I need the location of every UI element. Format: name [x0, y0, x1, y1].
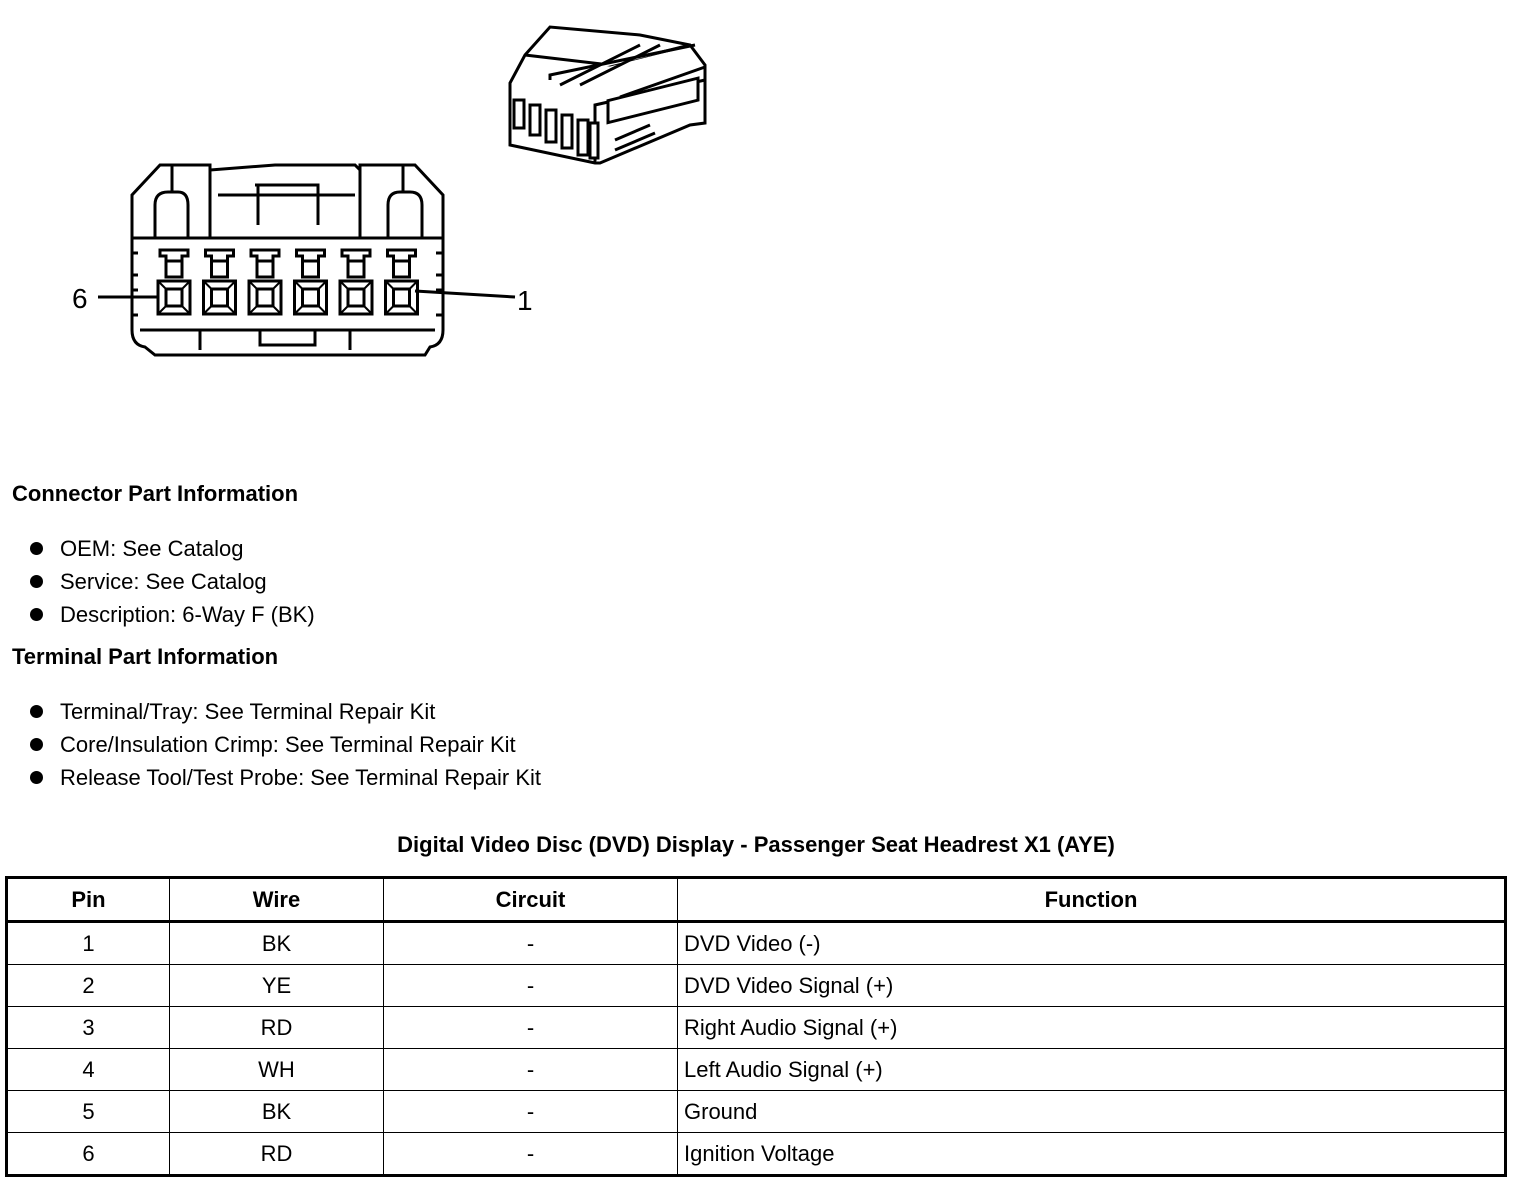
list-item-text: Description: 6-Way F (BK)	[60, 602, 315, 627]
cell-circuit: -	[383, 921, 678, 965]
pin-cavity-3	[293, 248, 328, 316]
pin-cavity-2	[338, 248, 374, 316]
list-item-text: Release Tool/Test Probe: See Terminal Re…	[60, 765, 541, 790]
cell-wire: YE	[169, 964, 384, 1007]
pinout-table: Pin Wire Circuit Function 1 BK - DVD Video …	[5, 876, 1507, 1177]
table-title: Digital Video Disc (DVD) Display - Passe…	[397, 832, 1115, 857]
table-row: 2 YE - DVD Video Signal (+)	[6, 964, 1506, 1007]
cell-function: DVD Video Signal (+)	[677, 964, 1506, 1007]
cell-pin: 6	[6, 1132, 170, 1176]
connector-isometric-drawing	[508, 25, 707, 165]
cell-circuit: -	[383, 1048, 678, 1091]
cell-pin: 3	[6, 1006, 170, 1049]
cell-wire: BK	[169, 921, 384, 965]
header-wire: Wire	[169, 877, 384, 923]
pin-label-1: 1	[517, 285, 533, 316]
list-item-text: Terminal/Tray: See Terminal Repair Kit	[60, 699, 436, 724]
pin-cavity-1	[384, 248, 419, 316]
cell-pin: 5	[6, 1090, 170, 1133]
cell-pin: 2	[6, 964, 170, 1007]
cell-wire: WH	[169, 1048, 384, 1091]
header-circuit: Circuit	[383, 877, 678, 923]
table-row: 6 RD - Ignition Voltage	[6, 1132, 1506, 1176]
cell-function: Left Audio Signal (+)	[677, 1048, 1506, 1091]
table-header-row: Pin Wire Circuit Function	[6, 877, 1506, 923]
bullet-icon	[30, 542, 43, 555]
bullet-icon	[30, 608, 43, 621]
pin-1-leader-line	[414, 289, 516, 299]
cell-pin: 1	[6, 921, 170, 965]
list-item: OEM: See Catalog	[10, 532, 315, 565]
list-item-text: OEM: See Catalog	[60, 536, 244, 561]
cell-wire: RD	[169, 1006, 384, 1049]
cell-wire: RD	[169, 1132, 384, 1176]
cell-function: Right Audio Signal (+)	[677, 1006, 1506, 1049]
cell-circuit: -	[383, 964, 678, 1007]
bullet-icon	[30, 738, 43, 751]
cell-function: Ignition Voltage	[677, 1132, 1506, 1176]
pin-label-6: 6	[72, 283, 88, 314]
list-item: Core/Insulation Crimp: See Terminal Repa…	[10, 728, 541, 761]
bullet-icon	[30, 575, 43, 588]
pin-cavity-4	[247, 248, 283, 316]
cell-circuit: -	[383, 1090, 678, 1133]
pin-cavity-6	[156, 248, 192, 316]
header-pin: Pin	[6, 877, 170, 923]
bullet-icon	[30, 705, 43, 718]
list-item: Release Tool/Test Probe: See Terminal Re…	[10, 761, 541, 794]
bullet-icon	[30, 771, 43, 784]
cell-circuit: -	[383, 1132, 678, 1176]
cell-function: DVD Video (-)	[677, 921, 1506, 965]
table-row: 5 BK - Ground	[6, 1090, 1506, 1133]
list-item: Service: See Catalog	[10, 565, 315, 598]
pin-cavity-5	[202, 248, 237, 316]
list-item: Description: 6-Way F (BK)	[10, 598, 315, 631]
list-item-text: Service: See Catalog	[60, 569, 267, 594]
terminal-info-list: Terminal/Tray: See Terminal Repair Kit C…	[10, 695, 541, 794]
cell-function: Ground	[677, 1090, 1506, 1133]
cell-wire: BK	[169, 1090, 384, 1133]
list-item: Terminal/Tray: See Terminal Repair Kit	[10, 695, 541, 728]
table-row: 1 BK - DVD Video (-)	[6, 921, 1506, 965]
header-function: Function	[677, 877, 1506, 923]
table-row: 4 WH - Left Audio Signal (+)	[6, 1048, 1506, 1091]
terminal-info-heading: Terminal Part Information	[12, 644, 279, 669]
cell-pin: 4	[6, 1048, 170, 1091]
connector-face-drawing	[98, 163, 516, 357]
connector-info-list: OEM: See Catalog Service: See Catalog De…	[10, 532, 315, 631]
cell-circuit: -	[383, 1006, 678, 1049]
table-row: 3 RD - Right Audio Signal (+)	[6, 1006, 1506, 1049]
list-item-text: Core/Insulation Crimp: See Terminal Repa…	[60, 732, 516, 757]
connector-info-heading: Connector Part Information	[12, 481, 299, 506]
